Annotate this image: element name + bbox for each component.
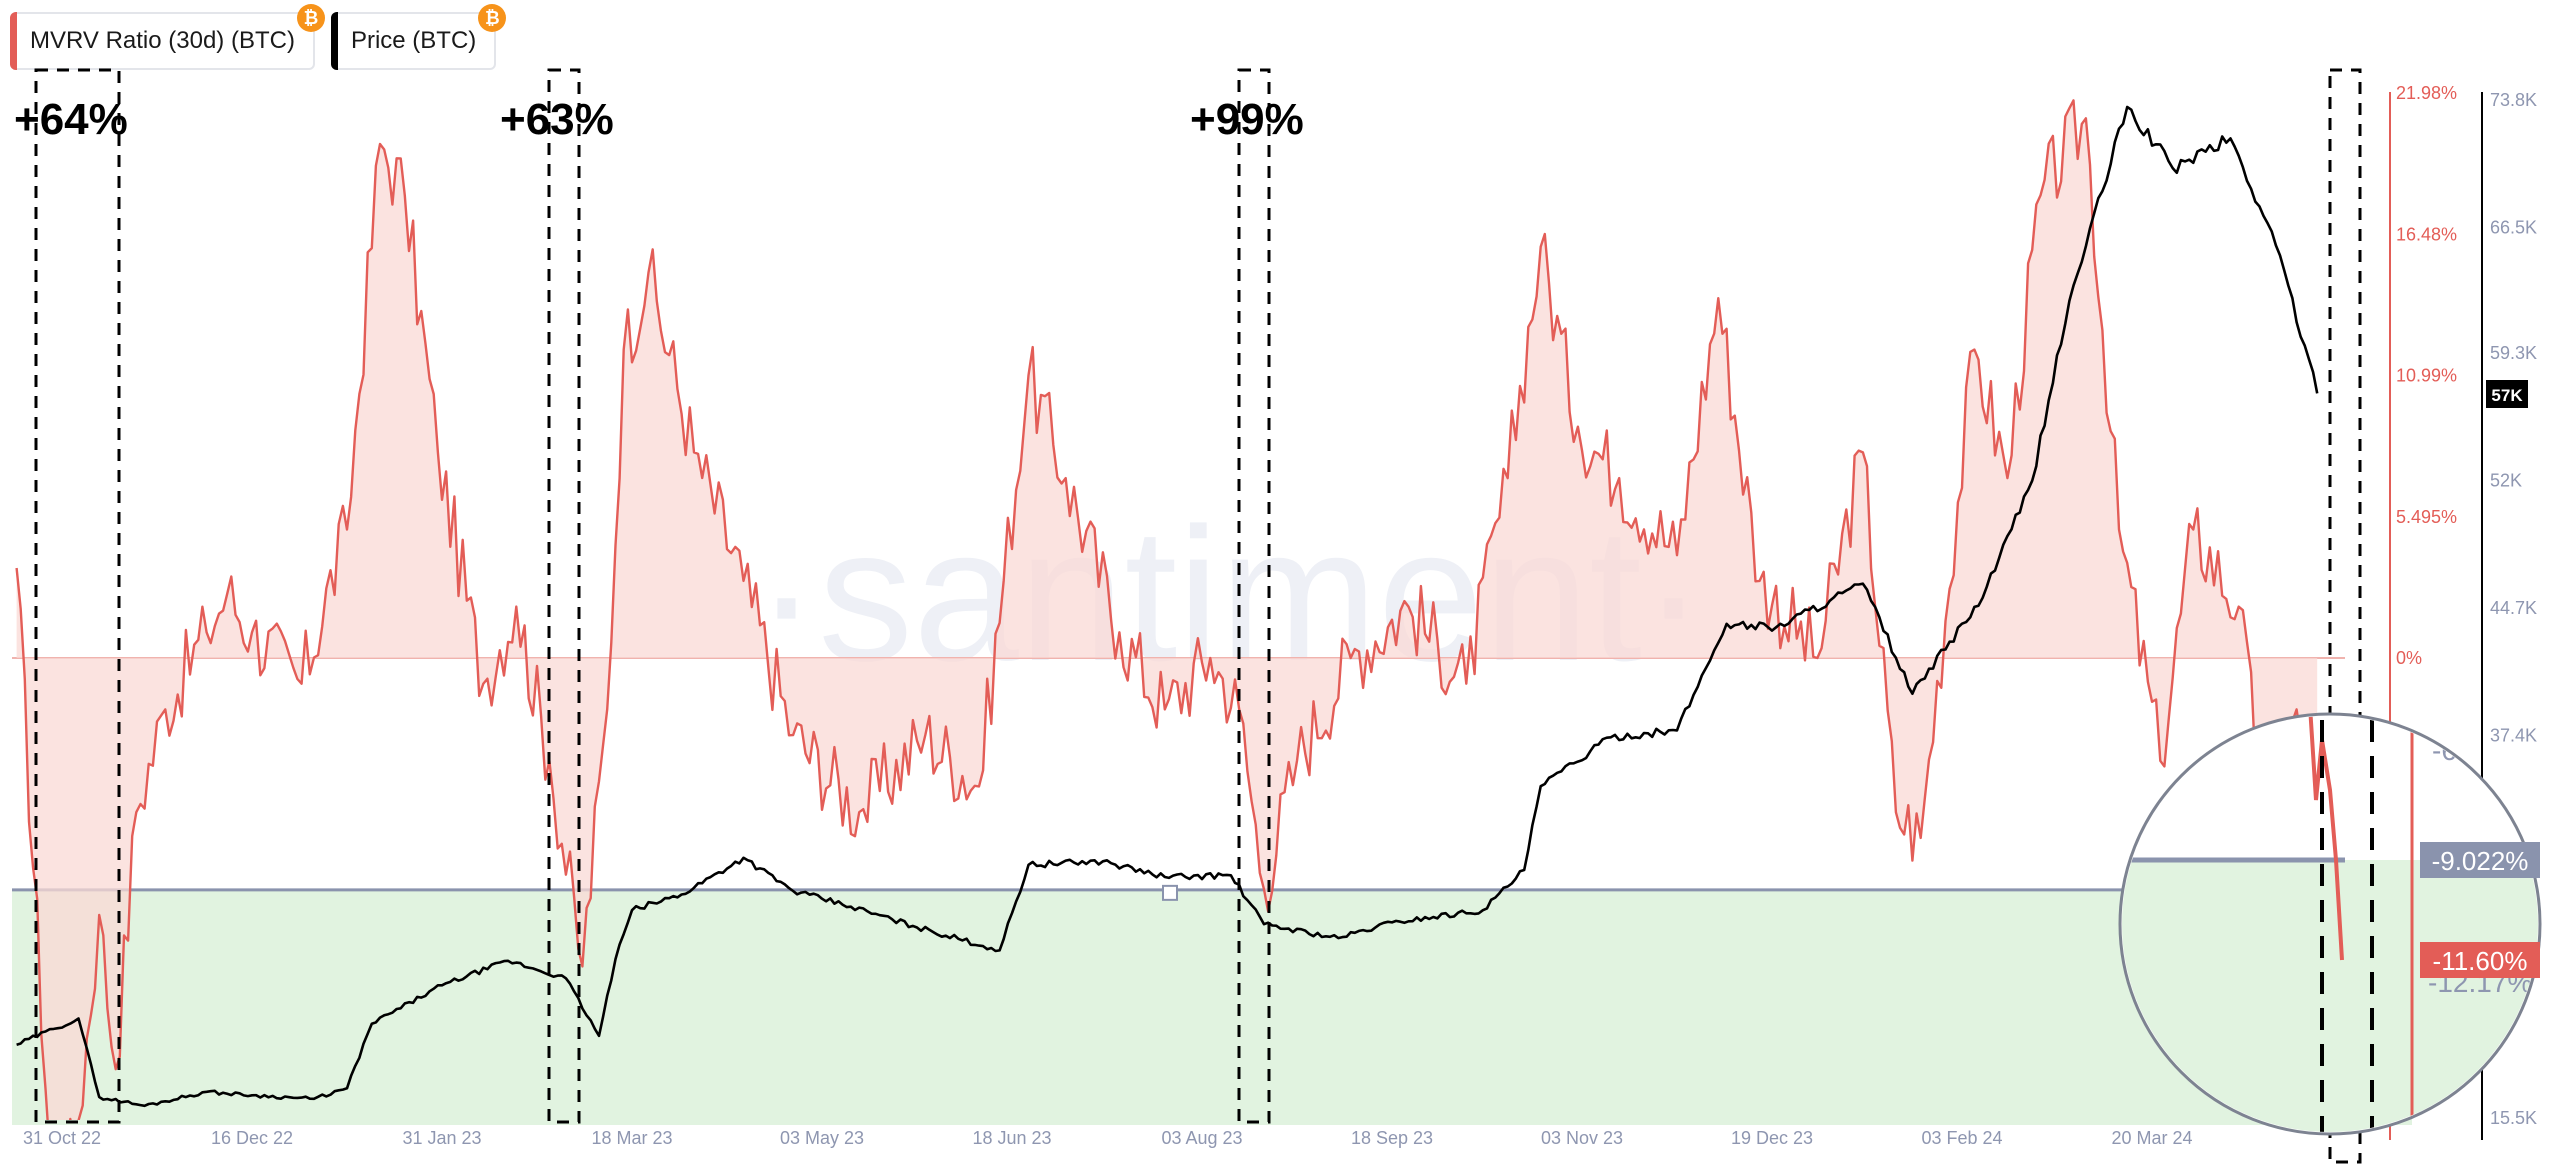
legend-item-price[interactable]: Price (BTC) ₿ bbox=[330, 4, 507, 70]
legend-label-price: Price (BTC) bbox=[350, 27, 477, 54]
rally-annotation: +64% bbox=[14, 95, 128, 144]
x-axis-tick-label: 03 May 23 bbox=[780, 1128, 864, 1148]
x-axis-tick-label: 03 Nov 23 bbox=[1541, 1128, 1623, 1148]
price-axis-tick-label: 66.5K bbox=[2490, 217, 2537, 237]
rally-annotation: +63% bbox=[500, 95, 614, 144]
x-axis-tick-label: 19 Dec 23 bbox=[1731, 1128, 1813, 1148]
threshold-badge: -9.022% bbox=[2420, 842, 2540, 878]
mvrv-axis-tick-label: 21.98% bbox=[2396, 83, 2457, 103]
x-axis-tick-label: 18 Jun 23 bbox=[972, 1128, 1051, 1148]
mvrv-last-value: -11.60% bbox=[2433, 946, 2528, 976]
x-axis-tick-label: 18 Sep 23 bbox=[1351, 1128, 1433, 1148]
bitcoin-icon: ₿ bbox=[296, 4, 325, 32]
threshold-marker bbox=[1162, 884, 1178, 901]
x-axis-tick-label: 18 Mar 23 bbox=[591, 1128, 672, 1148]
x-axis-tick-label: 31 Jan 23 bbox=[402, 1128, 481, 1148]
legend-item-mvrv[interactable]: MVRV Ratio (30d) (BTC) ₿ bbox=[10, 4, 325, 70]
mvrv-last-badge: -11.60% bbox=[2420, 942, 2540, 978]
zoom-tick-upper: -6.0 bbox=[2432, 735, 2480, 766]
chart-legend: MVRV Ratio (30d) (BTC) ₿ Price (BTC) ₿ bbox=[10, 4, 507, 70]
price-axis-tick-label: 59.3K bbox=[2490, 343, 2537, 363]
price-axis-tick-label: 73.8K bbox=[2490, 90, 2537, 110]
price-last-value: 57K bbox=[2491, 386, 2523, 405]
legend-color-price bbox=[330, 12, 338, 70]
rally-box-2 bbox=[547, 68, 581, 1124]
price-axis-tick-label: 15.5K bbox=[2490, 1108, 2537, 1128]
mvrv-series-line bbox=[15, 99, 2319, 1120]
rally-box-3 bbox=[1237, 68, 1271, 1124]
price-series-line bbox=[16, 105, 2319, 1108]
x-axis-tick-label: 20 Mar 24 bbox=[2111, 1128, 2192, 1148]
threshold-badge-value: -9.022% bbox=[2432, 846, 2529, 876]
bitcoin-icon: ₿ bbox=[478, 4, 507, 32]
rally-annotation: +99% bbox=[1190, 95, 1304, 144]
x-axis-tick-label: 03 Aug 23 bbox=[1161, 1128, 1242, 1148]
mvrv-axis-tick-label: 16.48% bbox=[2396, 224, 2457, 244]
x-axis-tick-label: 16 Dec 22 bbox=[211, 1128, 293, 1148]
x-axis-tick-label: 03 Feb 24 bbox=[1921, 1128, 2002, 1148]
legend-color-mvrv bbox=[10, 12, 17, 70]
price-axis-tick-label: 37.4K bbox=[2490, 726, 2537, 746]
legend-label-mvrv: MVRV Ratio (30d) (BTC) bbox=[30, 27, 295, 54]
price-axis-tick-label: 52K bbox=[2490, 471, 2522, 491]
mvrv-axis-tick-label: 0% bbox=[2396, 648, 2422, 668]
mvrv-axis-tick-label: 10.99% bbox=[2396, 366, 2457, 386]
rally-box-1 bbox=[34, 68, 121, 1124]
x-axis-tick-label: 31 Oct 22 bbox=[23, 1128, 101, 1148]
current-box bbox=[2328, 68, 2362, 1164]
price-last-badge: 57K bbox=[2486, 380, 2528, 408]
price-axis-tick-label: 44.7K bbox=[2490, 598, 2537, 618]
below-threshold-zone bbox=[12, 889, 2412, 1125]
mvrv-axis-tick-label: 5.495% bbox=[2396, 507, 2457, 527]
